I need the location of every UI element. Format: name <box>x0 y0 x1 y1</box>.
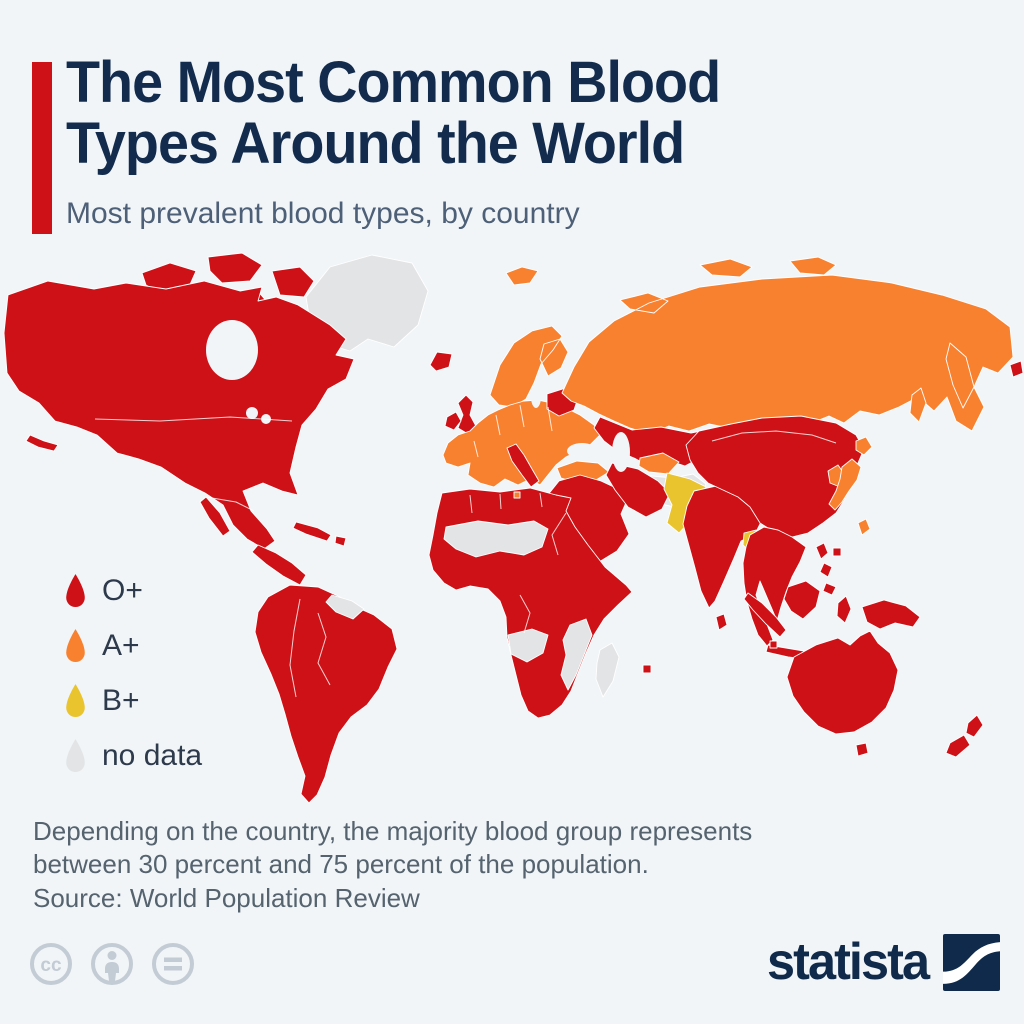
map-regions <box>3 252 1024 804</box>
region-new-guinea <box>861 599 921 630</box>
hudson-bay <box>206 320 258 380</box>
region-mauritius <box>642 664 652 674</box>
border-canada-us <box>94 416 293 422</box>
accent-bar <box>32 62 52 234</box>
region-turkey <box>556 460 610 483</box>
country-borders <box>94 404 837 698</box>
black-sea <box>567 443 597 459</box>
page-title-line2: Types Around the World <box>66 111 685 177</box>
water-overlays <box>206 320 630 472</box>
attribution-icon <box>91 943 133 985</box>
border-drc <box>519 594 531 634</box>
region-iceland <box>429 351 453 372</box>
region-north-america <box>3 280 355 550</box>
world-map <box>3 252 1024 804</box>
legend-label: A+ <box>102 629 140 662</box>
region-philippines <box>815 542 837 596</box>
region-sri-lanka <box>715 613 728 631</box>
region-japan <box>828 436 873 511</box>
region-iran <box>605 462 671 518</box>
region-hispaniola <box>334 535 347 547</box>
region-sahel-west <box>443 520 549 558</box>
blood-drop-icon <box>66 629 85 663</box>
region-italy <box>506 443 540 488</box>
region-guianas <box>325 594 365 620</box>
legend-label: O+ <box>102 574 143 607</box>
caspian-sea <box>612 432 630 472</box>
region-borneo <box>783 580 821 620</box>
region-sakhalin <box>909 387 927 423</box>
statista-logo: statista <box>762 932 1000 992</box>
page-title-line1: The Most Common Blood <box>66 50 721 115</box>
note-line2: between 30 percent and 75 percent of the… <box>33 849 649 879</box>
region-tanzania-mozambique <box>560 618 593 691</box>
region-svalbard <box>505 266 539 286</box>
page-title: The Most Common Blood Types Around the W… <box>66 50 721 177</box>
border-us-mexico <box>205 496 255 512</box>
legend-item-o-positive: O+ <box>62 570 202 612</box>
great-lake-a <box>246 407 258 419</box>
region-singapore <box>769 640 778 649</box>
border-north-africa <box>469 492 543 514</box>
region-sulawesi <box>836 595 852 624</box>
region-new-zealand <box>945 714 984 758</box>
statista-logo-mark <box>943 933 1000 991</box>
region-cuba <box>292 521 332 542</box>
legend-item-a-positive: A+ <box>62 625 202 667</box>
border-europe <box>473 404 553 458</box>
legend-label: no data <box>102 739 203 772</box>
region-greenland <box>305 254 429 352</box>
region-russia <box>561 256 1014 435</box>
legend-item-no-data: no data <box>62 735 202 777</box>
border-sudan-ethiopia <box>551 512 567 556</box>
note-line1: Depending on the country, the majority b… <box>33 816 753 846</box>
note-text: Depending on the country, the majority b… <box>33 815 752 881</box>
region-tasmania <box>855 742 869 757</box>
region-hong-kong <box>832 547 842 557</box>
region-south-america <box>254 584 398 804</box>
statista-wordmark: statista <box>766 933 930 991</box>
region-baja-california <box>199 496 231 537</box>
region-ireland <box>444 411 462 431</box>
legend-label: B+ <box>102 684 140 717</box>
license-icons: cc <box>28 941 196 987</box>
map-legend: O+ A+ B+ no data <box>62 570 202 790</box>
region-sumatra <box>743 592 787 638</box>
blood-drop-icon <box>66 574 85 608</box>
no-derivatives-icon <box>152 943 194 985</box>
region-taiwan <box>857 518 871 536</box>
region-central-america <box>251 544 307 586</box>
border-brazil <box>317 612 331 686</box>
page-subtitle: Most prevalent blood types, by country <box>66 197 580 230</box>
cc-text: cc <box>40 955 62 976</box>
source-text: Source: World Population Review <box>33 883 420 913</box>
region-australia <box>786 630 899 735</box>
region-china-mongolia <box>685 415 865 538</box>
baltic-sea <box>531 386 541 408</box>
creative-commons-icon: cc <box>30 943 72 985</box>
region-madagascar <box>595 642 620 698</box>
region-malta <box>513 491 521 499</box>
legend-item-b-positive: B+ <box>62 680 202 722</box>
border-mongolia <box>711 430 837 444</box>
region-alaska-east-tip <box>1009 360 1024 378</box>
region-angola-zambia <box>507 628 549 663</box>
border-andes <box>289 598 301 698</box>
blood-drop-icon <box>66 684 85 718</box>
blood-drop-icon <box>66 739 85 773</box>
